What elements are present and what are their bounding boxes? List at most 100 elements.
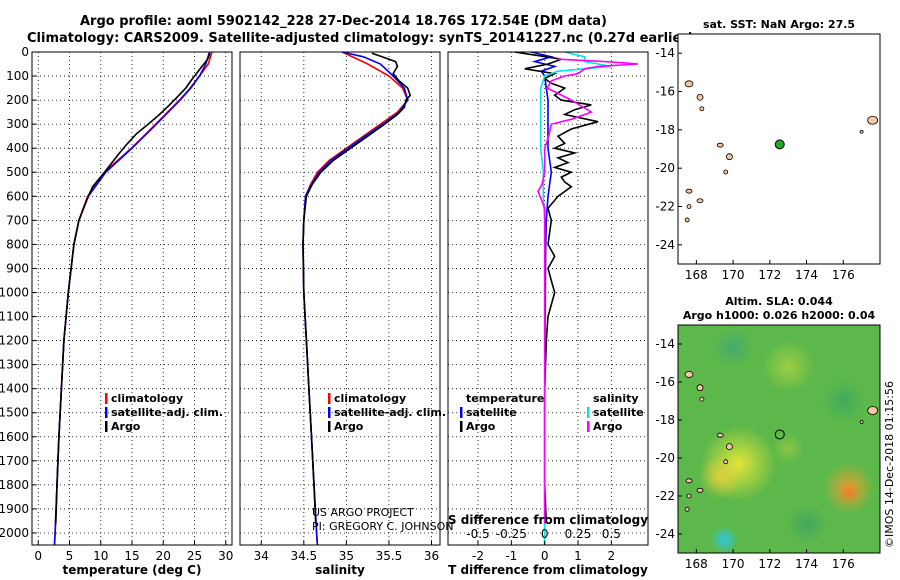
- y-tick-label: 1800: [0, 478, 29, 492]
- y-tick-label: 1100: [0, 310, 29, 324]
- x-axis-label: T difference from climatology: [448, 563, 648, 577]
- argo-float-marker: [774, 429, 785, 440]
- legend-title-temperature: temperature: [466, 392, 544, 405]
- island-shape: [859, 419, 864, 424]
- island-shape: [684, 80, 694, 88]
- map-frame: [677, 324, 881, 554]
- island-shape: [859, 129, 864, 134]
- series-line-satellite-adj-clim-: [302, 51, 409, 546]
- credit-line1: US ARGO PROJECT: [312, 506, 414, 519]
- sal-tick-label: -0.25: [496, 527, 527, 541]
- legend-label: satellite: [466, 406, 517, 419]
- salinity-profile-panel: 34 34.5 35 35.5 36 salinity climatologysatelli…: [239, 51, 446, 577]
- legend-swatch: [328, 421, 331, 432]
- y-tick-label: 200: [6, 93, 29, 107]
- island-shape: [726, 443, 733, 451]
- sla-anomaly-blob: [713, 327, 754, 368]
- y-tick-label: -24: [655, 527, 675, 541]
- legend-title-salinity: salinity: [593, 392, 639, 405]
- map-frame: [677, 33, 881, 265]
- series-line-argo: [302, 52, 412, 524]
- y-tick-label: 1700: [0, 454, 29, 468]
- legend-swatch: [105, 421, 108, 432]
- x-tick-label: 34: [254, 549, 269, 563]
- sla-anomaly-blob: [698, 455, 743, 499]
- x-tick-label: 10: [93, 549, 108, 563]
- island-shape: [699, 396, 705, 402]
- y-tick-label: 0: [21, 45, 29, 59]
- y-tick-label: 900: [6, 261, 29, 275]
- y-tick-label: 1200: [0, 334, 29, 348]
- difference-profile-panel: -2 -1 0 1 2T difference from climatology S di…: [447, 51, 649, 577]
- temperature-profile-panel: 0 5 10 15 20 25 30 temperature (deg C) 0 100 200 30…: [0, 45, 233, 577]
- series-line-satellite-adj-clim-: [53, 51, 211, 546]
- x-tick-label: 168: [685, 557, 708, 571]
- y-tick-label: 1600: [0, 430, 29, 444]
- series-line-argo: [55, 52, 211, 524]
- island-shape: [867, 115, 879, 125]
- sal-tick-label: 0.25: [565, 527, 592, 541]
- sla-anomaly-blob: [762, 340, 815, 393]
- x-tick-label: 1: [574, 549, 582, 563]
- plot-frame: [447, 51, 649, 546]
- x-tick-label: 174: [795, 268, 818, 282]
- map-title-line1: Altim. SLA: 0.044: [725, 295, 833, 308]
- legend-label: Argo: [111, 420, 141, 433]
- island-shape: [686, 204, 692, 209]
- legend-label: climatology: [111, 392, 183, 405]
- island-shape: [696, 93, 704, 101]
- y-tick-label: 300: [6, 117, 29, 131]
- series-line-climatology: [302, 51, 409, 546]
- legend-swatch: [587, 421, 590, 432]
- x-tick-label: 172: [758, 557, 781, 571]
- figure-title-line1: Argo profile: aoml 5902142_228 27-Dec-20…: [80, 14, 607, 29]
- plot-frame: [239, 51, 441, 546]
- legend-label: climatology: [334, 392, 406, 405]
- y-tick-label: 1300: [0, 358, 29, 372]
- island-shape: [696, 198, 704, 204]
- y-tick-label: -14: [655, 337, 675, 351]
- y-tick-label: -20: [655, 451, 675, 465]
- sla-anomaly-blob: [709, 525, 738, 554]
- island-shape: [723, 169, 729, 175]
- y-tick-label: -22: [655, 200, 675, 214]
- island-shape: [685, 188, 693, 194]
- y-tick-label: 2000: [0, 526, 29, 540]
- credit-line2: PI: GREGORY C. JOHNSON: [312, 520, 453, 533]
- legend-label: satellite-adj. clim.: [334, 406, 446, 419]
- figure-title-line2: Climatology: CARS2009. Satellite-adjuste…: [27, 31, 694, 46]
- legend-label: satellite-adj. clim.: [111, 406, 223, 419]
- sst-map-panel: sat. SST: NaN Argo: 27.5 168 170 172 174 176 -…: [655, 18, 881, 282]
- x-tick-label: 30: [218, 549, 233, 563]
- island-shape: [686, 493, 692, 499]
- map-title-line2: Argo h1000: 0.026 h2000: 0.04: [683, 309, 876, 322]
- island-shape: [684, 370, 694, 378]
- sal-tick-label: -0.5: [466, 527, 489, 541]
- legend-swatch: [328, 407, 331, 418]
- x-tick-label: 176: [832, 268, 855, 282]
- y-tick-label: 1500: [0, 406, 29, 420]
- island-shape: [716, 142, 724, 148]
- x-axis-label: salinity: [315, 563, 365, 577]
- y-tick-label: -20: [655, 161, 675, 175]
- island-shape: [684, 506, 690, 512]
- x-tick-label: 0: [34, 549, 42, 563]
- sla-anomaly-blob: [821, 379, 866, 423]
- y-tick-label: -22: [655, 489, 675, 503]
- x-tick-label: -2: [472, 549, 484, 563]
- island-shape: [696, 384, 704, 392]
- x-tick-label: 36: [424, 549, 439, 563]
- legend-swatch: [105, 393, 108, 404]
- x-tick-label: 170: [722, 268, 745, 282]
- sla-anomaly-blob: [836, 480, 861, 505]
- island-shape: [696, 487, 704, 493]
- island-shape: [867, 406, 879, 415]
- island-shape: [716, 432, 724, 438]
- x-tick-label: 20: [156, 549, 171, 563]
- y-tick-label: -14: [655, 46, 675, 60]
- y-tick-label: 1400: [0, 382, 29, 396]
- legend-swatch: [460, 421, 463, 432]
- x-tick-label: -1: [505, 549, 517, 563]
- map-title-line1: sat. SST: NaN Argo: 27.5: [703, 18, 855, 31]
